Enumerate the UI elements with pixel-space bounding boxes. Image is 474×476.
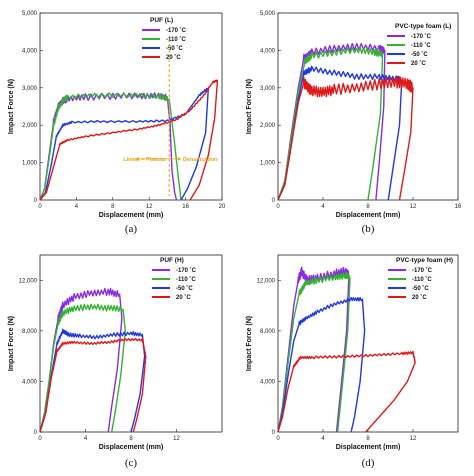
x-tick-label: 8 [366,204,370,210]
legend-title: PVC-type foam (H) [396,257,453,264]
legend-label: 20 ˚C [176,294,191,301]
legend: PUF (L) -170 ˚C -110 ˚C -50 ˚C 20 ˚C [142,17,187,61]
plot-frame [277,12,459,201]
series-line [277,75,414,201]
panel-label: (d) [362,457,375,469]
series-line [39,79,219,201]
chart-panel-2: 0 4 8 12 0 4,000 8,000 12,000 Displacement (mm) I… [8,254,223,469]
y-tick-label: 1,000 [260,161,276,167]
legend-label: -170 ˚C [411,33,432,40]
chart-panel-1: 0 4 8 12 16 0 1,000 2,000 3,000 4,000 5,000 Displac… [246,11,462,235]
legend-title: PUF (H) [160,257,184,264]
y-tick-label: 4,000 [260,48,276,54]
y-tick-label: 4,000 [260,379,276,385]
annotation-linear-plateau: Linear + Plateau [123,157,165,163]
series-line [39,303,127,433]
series-line [277,296,366,433]
x-tick-label: 12 [410,436,417,442]
x-tick-label: 8 [366,436,370,442]
series-line [277,266,350,433]
legend-label: -170 ˚C [176,267,197,274]
series-line [39,87,210,201]
legend-label: -50 ˚C [412,285,429,292]
series-line [277,271,351,433]
legend-label: -170 ˚C [412,267,433,274]
legend-label: -110 ˚C [411,42,431,49]
legend-label: 20 ˚C [166,54,181,61]
panel-label: (a) [125,223,138,235]
x-tick-label: 12 [173,436,180,442]
x-tick-label: 16 [455,204,462,210]
x-axis-label: Displacement (mm) [99,444,164,451]
series-line [277,350,416,433]
panel-label: (b) [362,223,375,235]
y-tick-label: 0 [34,430,38,436]
y-axis-label: Impact Force (N) [8,79,15,134]
plot-frame [39,12,223,201]
x-tick-label: 0 [276,204,280,210]
y-tick-label: 5,000 [260,11,276,17]
legend: PVC-type foam (H) -170 ˚C -110 ˚C -50 ˚C 20 … [388,257,453,301]
x-tick-label: 16 [182,204,189,210]
series-line [39,92,182,201]
y-tick-label: 12,000 [19,278,38,284]
y-tick-label: 4,000 [22,48,38,54]
y-tick-label: 0 [34,198,38,204]
y-tick-label: 3,000 [22,86,38,92]
legend-label: -50 ˚C [166,45,183,52]
legend-label: -110 ˚C [412,276,432,283]
y-tick-label: 1,000 [22,161,38,167]
legend-label: 20 ˚C [411,60,426,67]
annotation-arrow-head-right [178,156,182,161]
y-tick-label: 8,000 [22,329,38,335]
y-tick-label: 0 [272,430,276,436]
x-axis-label: Displacement (mm) [336,212,401,219]
x-tick-label: 4 [84,436,88,442]
legend-label: -110 ˚C [176,276,196,283]
y-tick-label: 12,000 [257,278,276,284]
legend-title: PVC-type foam (L) [395,23,451,30]
x-axis-label: Displacement (mm) [336,444,401,451]
x-tick-label: 4 [321,204,325,210]
annotation-arrow-head-left [135,156,139,161]
y-axis-label: Impact Force (N) [246,79,253,134]
x-tick-label: 0 [276,436,280,442]
panel-label: (c) [125,457,138,469]
y-axis-label: Impact Force (N) [8,316,15,371]
legend: PUF (H) -170 ˚C -110 ˚C -50 ˚C 20 ˚C [152,257,197,301]
y-tick-label: 4,000 [22,379,38,385]
series-line [39,92,178,201]
legend-label: -50 ˚C [176,285,193,292]
series-line [39,328,146,433]
y-tick-label: 0 [272,198,276,204]
series-line [277,46,384,201]
y-tick-label: 3,000 [260,86,276,92]
x-tick-label: 12 [146,204,153,210]
x-tick-label: 4 [75,204,79,210]
y-tick-label: 8,000 [260,329,276,335]
y-tick-label: 5,000 [22,11,38,17]
chart-panel-0: 0 4 8 12 16 20 0 1,000 2,000 3,000 4,000 5,000 Displ… [8,11,226,235]
x-tick-label: 0 [38,204,42,210]
x-tick-label: 20 [219,204,226,210]
series-line [39,337,147,433]
legend: PVC-type foam (L) -170 ˚C -110 ˚C -50 ˚C 20 … [387,23,451,67]
x-axis-label: Displacement (mm) [99,212,164,219]
annotation-densification: Densification [183,157,218,163]
y-tick-label: 2,000 [260,123,276,129]
x-tick-label: 4 [321,436,325,442]
x-tick-label: 12 [410,204,417,210]
legend-label: -50 ˚C [411,51,428,58]
chart-panel-3: 0 4 8 12 0 4,000 8,000 12,000 Displacement (mm) I… [246,254,459,469]
legend-title: PUF (L) [150,17,173,24]
x-tick-label: 8 [129,436,133,442]
legend-label: -110 ˚C [166,36,186,43]
x-tick-label: 0 [38,436,42,442]
legend-label: -170 ˚C [166,27,187,34]
x-tick-label: 8 [111,204,115,210]
legend-label: 20 ˚C [412,294,427,301]
y-tick-label: 2,000 [22,123,38,129]
y-axis-label: Impact Force (N) [246,316,253,371]
